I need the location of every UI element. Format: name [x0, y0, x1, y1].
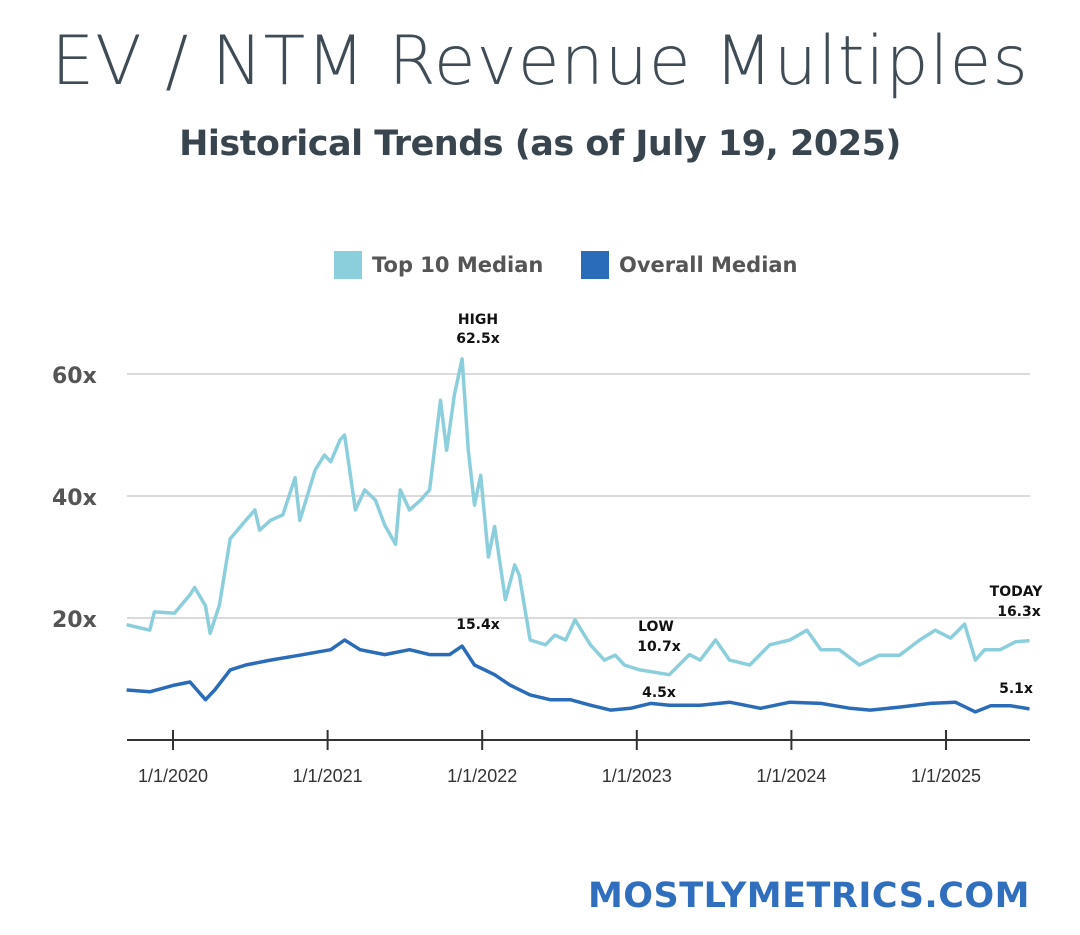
legend-label-top10: Top 10 Median [372, 253, 543, 277]
x-tick-label: 1/1/2022 [447, 766, 517, 786]
annotation-value: 5.1x [999, 681, 1033, 697]
annotation-label: TODAY [990, 584, 1044, 600]
chart-subtitle: Historical Trends (as of July 19, 2025) [179, 124, 901, 164]
annotation-value: 10.7x [637, 639, 681, 655]
annotation-value: 62.5x [456, 331, 500, 347]
x-tick-label: 1/1/2025 [911, 766, 981, 786]
brand-footer: MOSTLYMETRICS.COM [587, 876, 1030, 916]
x-tick-label: 1/1/2020 [138, 766, 208, 786]
annotation-value: 4.5x [642, 685, 676, 701]
x-tick-label: 1/1/2023 [602, 766, 672, 786]
annotation-value: 15.4x [456, 617, 500, 633]
y-tick-label: 20x [52, 608, 97, 633]
legend-label-overall: Overall Median [619, 253, 798, 277]
chart-title: EV / NTM Revenue Multiples [51, 22, 1029, 101]
legend-swatch-overall [581, 251, 609, 279]
legend-swatch-top10 [334, 251, 362, 279]
series-line-top10-median [126, 357, 1030, 677]
series-line-overall-median [126, 638, 1030, 714]
y-tick-label: 40x [52, 486, 97, 511]
x-tick-label: 1/1/2021 [293, 766, 363, 786]
y-tick-label: 60x [52, 364, 97, 389]
legend: Top 10 Median Overall Median [334, 251, 798, 279]
annotation-label: HIGH [458, 312, 498, 328]
annotation-value: 16.3x [997, 604, 1041, 620]
x-tick-label: 1/1/2024 [756, 766, 826, 786]
annotation-label: LOW [638, 619, 674, 635]
